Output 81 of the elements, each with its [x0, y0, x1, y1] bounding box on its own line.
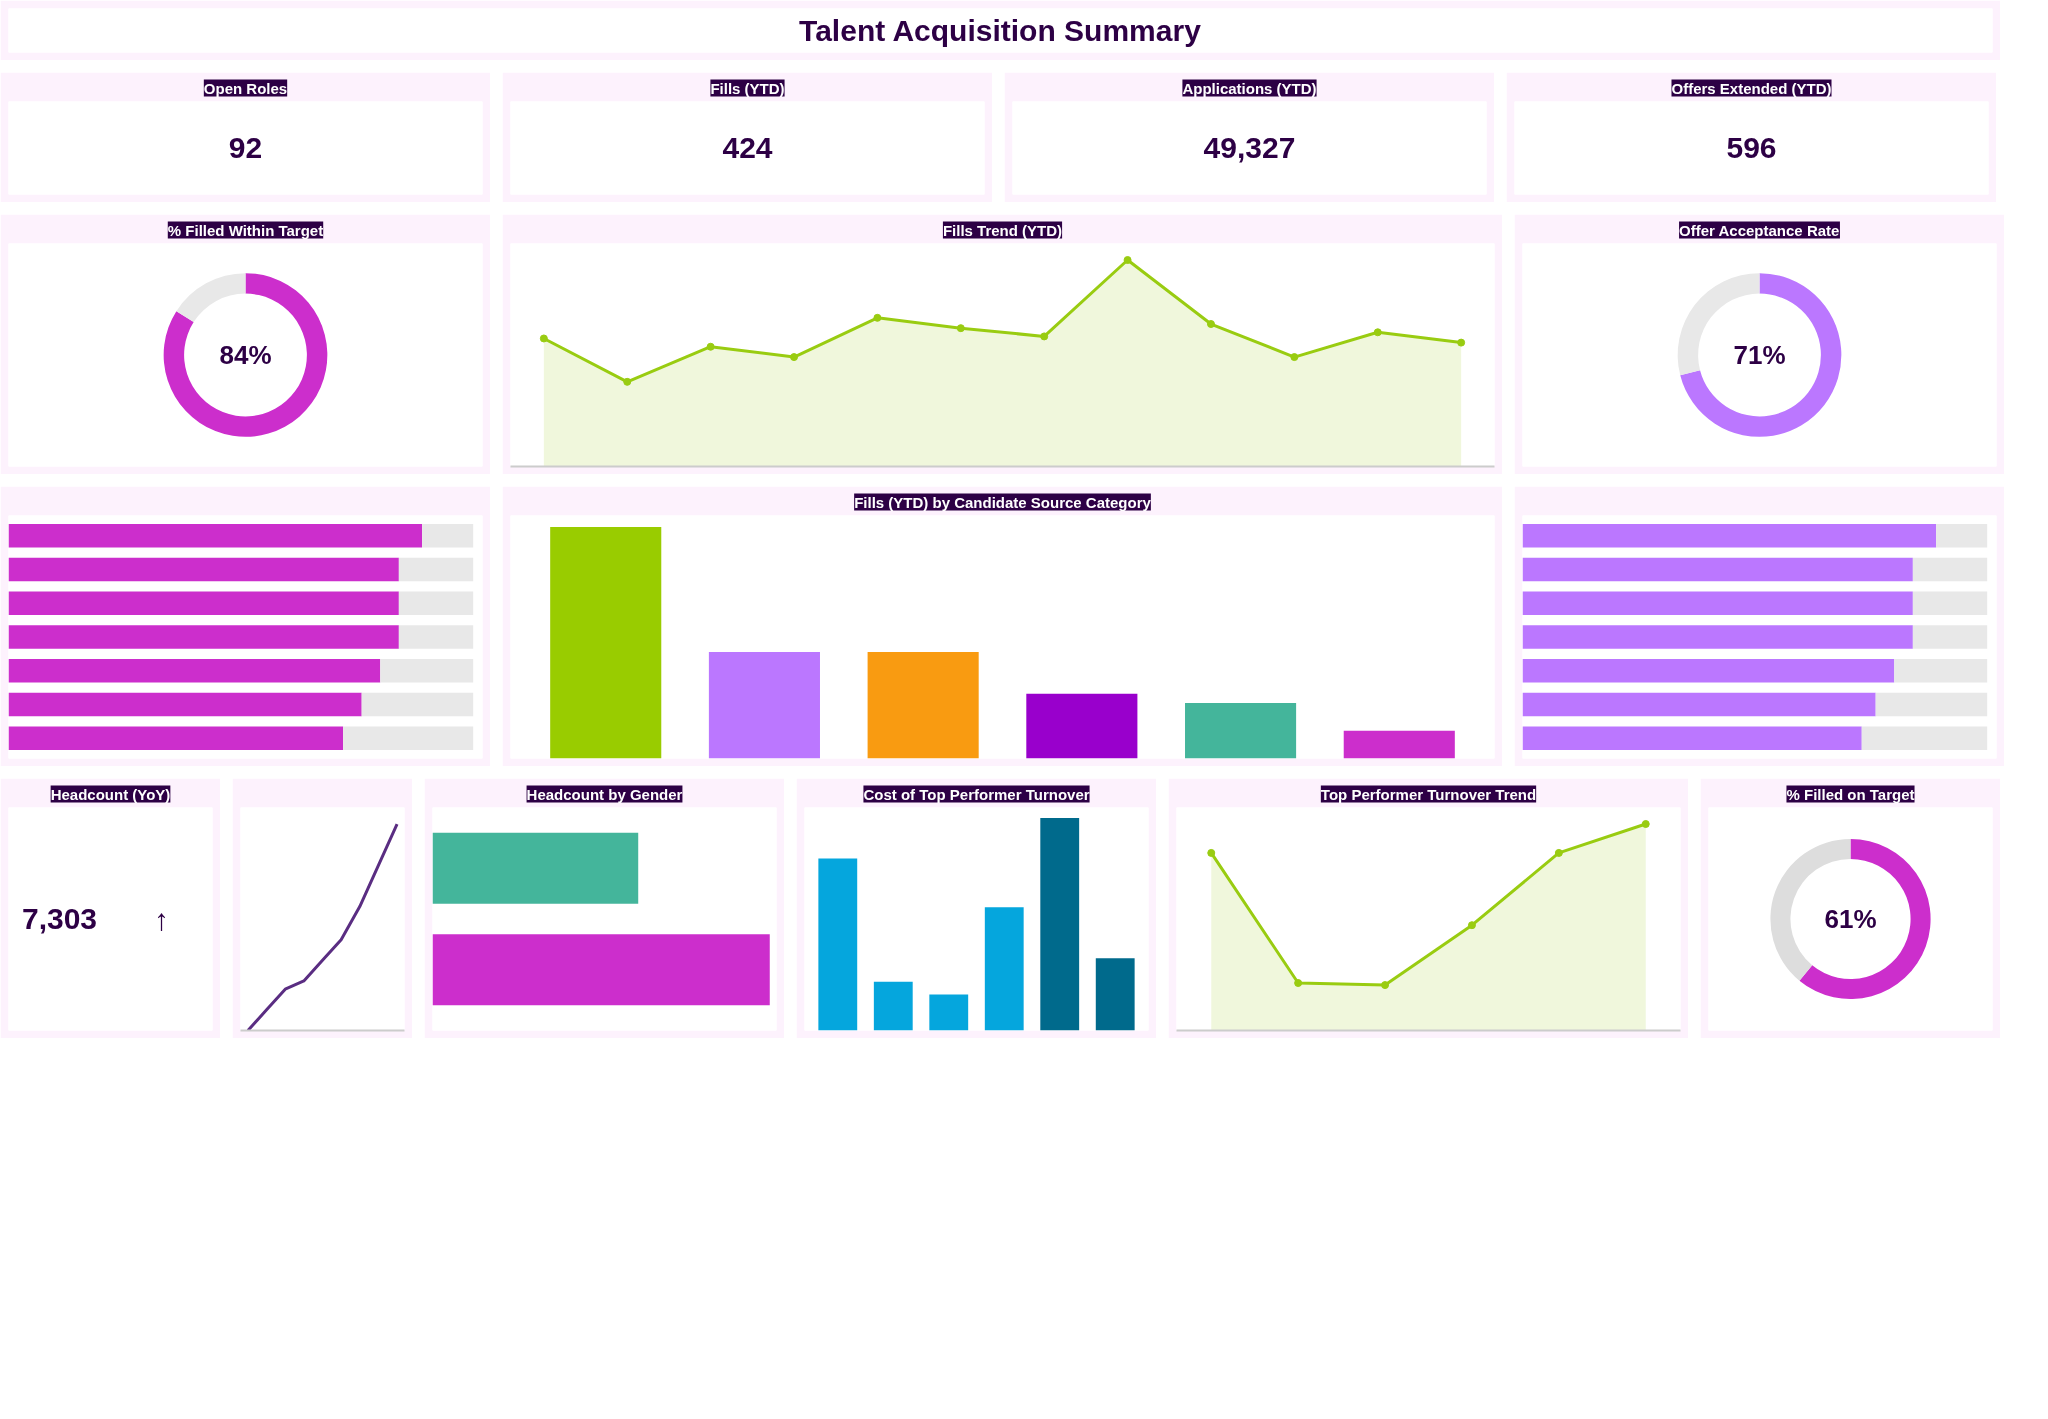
bar	[929, 994, 969, 1031]
bar	[1875, 692, 1988, 717]
bar	[1040, 818, 1080, 1031]
bar	[1522, 726, 1862, 751]
point	[1206, 320, 1215, 329]
point	[539, 334, 548, 343]
bar	[398, 557, 474, 582]
bar	[1522, 692, 1876, 717]
chart-title: % Filled Within Target	[167, 221, 324, 239]
bar	[361, 692, 474, 717]
chart-title: Fills (YTD) by Candidate Source Category	[854, 493, 1152, 511]
chart-title: Top Performer Turnover Trend	[1320, 785, 1537, 803]
bar	[8, 658, 381, 683]
bar	[984, 907, 1024, 1031]
bar	[867, 652, 979, 759]
bar	[1912, 591, 1988, 616]
text: Headcount (YoY)	[50, 785, 171, 803]
bar	[8, 591, 399, 616]
point	[873, 313, 882, 322]
bar	[8, 557, 399, 582]
bar	[1522, 557, 1913, 582]
text: Offers Extended (YTD)	[1671, 79, 1832, 97]
bar	[1912, 557, 1988, 582]
bar	[1095, 958, 1135, 1031]
point	[1290, 353, 1299, 362]
point	[790, 353, 799, 362]
bar	[398, 625, 474, 649]
text: Talent Acquisition Summary	[799, 14, 1202, 47]
text: 7,303	[21, 902, 98, 935]
text: 84%	[219, 340, 272, 370]
point	[1381, 981, 1390, 990]
bar	[873, 981, 913, 1031]
text: Open Roles	[203, 79, 288, 97]
point	[706, 342, 715, 351]
bar	[818, 858, 858, 1031]
point	[1294, 979, 1303, 987]
bar	[8, 625, 399, 649]
text: Fills (YTD)	[710, 79, 785, 97]
bar	[1522, 625, 1913, 649]
text: ↑	[154, 902, 169, 936]
text: Applications (YTD)	[1182, 79, 1317, 97]
chart-title: Offer Acceptance Rate	[1679, 221, 1840, 239]
bar	[380, 658, 474, 683]
point	[1457, 338, 1466, 347]
bar	[422, 523, 474, 548]
bar	[1522, 591, 1913, 616]
chart-title: Headcount by Gender	[526, 785, 683, 803]
point	[1373, 328, 1382, 337]
point	[1123, 256, 1132, 265]
bar	[1936, 523, 1988, 548]
bar	[8, 523, 423, 548]
point	[1207, 848, 1216, 857]
chart-title: % Filled on Target	[1786, 785, 1915, 803]
bar	[1912, 625, 1988, 649]
bar	[708, 652, 820, 759]
bar	[1522, 523, 1937, 548]
text: 71%	[1733, 340, 1786, 370]
chart-title: Cost of Top Performer Turnover	[863, 785, 1090, 803]
bar	[8, 692, 362, 717]
point	[956, 324, 965, 333]
bar	[550, 527, 662, 759]
bar	[1026, 693, 1138, 759]
text: 49,327	[1203, 131, 1296, 164]
point	[1467, 921, 1476, 930]
chart-title: Fills Trend (YTD)	[942, 221, 1063, 239]
bar	[398, 591, 474, 616]
text: 92	[228, 131, 263, 164]
point	[1040, 332, 1049, 341]
text: 596	[1726, 131, 1777, 164]
bar	[8, 726, 344, 751]
bar	[1522, 658, 1895, 683]
point	[1641, 820, 1650, 829]
bar	[343, 726, 474, 751]
point	[623, 377, 632, 386]
bar	[1185, 702, 1297, 759]
point	[1554, 848, 1563, 857]
bar	[1343, 730, 1455, 759]
bar	[1894, 658, 1988, 683]
text: 424	[722, 131, 773, 164]
text: 61%	[1824, 904, 1877, 934]
bar	[1861, 726, 1988, 751]
